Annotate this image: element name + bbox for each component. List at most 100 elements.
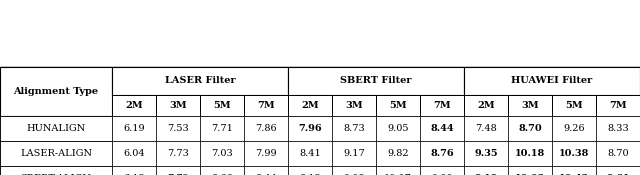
Text: LASER Filter: LASER Filter	[164, 76, 236, 85]
Bar	[244, 116, 288, 141]
Bar	[376, 166, 420, 175]
Bar	[420, 94, 464, 116]
Text: 7.99: 7.99	[255, 149, 277, 158]
Bar	[376, 116, 420, 141]
Text: 7.71: 7.71	[211, 124, 233, 132]
Bar	[464, 67, 640, 94]
Bar	[200, 116, 244, 141]
Bar	[288, 166, 332, 175]
Text: 8.33: 8.33	[607, 124, 629, 132]
Text: LASER-ALIGN: LASER-ALIGN	[20, 149, 92, 158]
Text: 9.05: 9.05	[387, 124, 409, 132]
Text: 10.38: 10.38	[559, 149, 589, 158]
Bar	[596, 94, 640, 116]
Text: 3M: 3M	[169, 100, 187, 110]
Bar	[508, 166, 552, 175]
Text: 10.18: 10.18	[515, 149, 545, 158]
Text: 8.70: 8.70	[518, 124, 542, 132]
Bar	[112, 166, 156, 175]
Bar	[112, 116, 156, 141]
Text: 7M: 7M	[433, 100, 451, 110]
Text: 7.73: 7.73	[167, 149, 189, 158]
Text: 9.00: 9.00	[431, 174, 452, 175]
Bar	[552, 116, 596, 141]
Text: 6.19: 6.19	[123, 124, 145, 132]
Bar	[552, 166, 596, 175]
Text: 3M: 3M	[345, 100, 363, 110]
Text: 3M: 3M	[521, 100, 539, 110]
Bar	[596, 116, 640, 141]
Bar	[288, 141, 332, 166]
Bar	[464, 141, 508, 166]
Bar	[420, 116, 464, 141]
Bar	[156, 116, 200, 141]
Text: 7.96: 7.96	[298, 124, 322, 132]
Bar	[156, 141, 200, 166]
Bar	[552, 141, 596, 166]
Text: 9.26: 9.26	[563, 124, 585, 132]
Bar	[156, 94, 200, 116]
Text: 8.76: 8.76	[430, 149, 454, 158]
Text: 9.35: 9.35	[474, 149, 498, 158]
Text: Alignment Type: Alignment Type	[13, 87, 99, 96]
Bar	[0, 141, 112, 166]
Bar	[200, 141, 244, 166]
Text: 8.13: 8.13	[299, 174, 321, 175]
Text: 9.19: 9.19	[474, 174, 498, 175]
Text: 8.66: 8.66	[211, 174, 233, 175]
Bar	[552, 94, 596, 116]
Text: 7.48: 7.48	[475, 124, 497, 132]
Bar	[112, 141, 156, 166]
Bar	[596, 166, 640, 175]
Text: 8.41: 8.41	[299, 149, 321, 158]
Text: HUNALIGN: HUNALIGN	[26, 124, 86, 132]
Bar	[288, 67, 464, 94]
Text: SBERT-ALIGN: SBERT-ALIGN	[20, 174, 92, 175]
Text: 5M: 5M	[213, 100, 231, 110]
Bar	[244, 94, 288, 116]
Text: 7M: 7M	[257, 100, 275, 110]
Text: 7.03: 7.03	[211, 149, 233, 158]
Text: 6.13: 6.13	[123, 174, 145, 175]
Bar	[0, 166, 112, 175]
Bar	[200, 166, 244, 175]
Bar	[376, 94, 420, 116]
Text: 6.04: 6.04	[123, 149, 145, 158]
Text: 2M: 2M	[301, 100, 319, 110]
Text: 7M: 7M	[609, 100, 627, 110]
Bar	[508, 94, 552, 116]
Bar	[288, 94, 332, 116]
Text: 5M: 5M	[565, 100, 583, 110]
Text: 9.61: 9.61	[606, 174, 630, 175]
Text: 9.17: 9.17	[343, 149, 365, 158]
Text: 7.86: 7.86	[255, 124, 277, 132]
Bar	[156, 166, 200, 175]
Text: 10.02: 10.02	[515, 174, 545, 175]
Text: 2M: 2M	[477, 100, 495, 110]
Text: 9.82: 9.82	[387, 149, 409, 158]
Bar	[420, 166, 464, 175]
Text: 10.43: 10.43	[559, 174, 589, 175]
Text: 9.08: 9.08	[343, 174, 365, 175]
Bar	[596, 141, 640, 166]
Bar	[244, 166, 288, 175]
Bar	[464, 166, 508, 175]
Bar	[0, 67, 112, 116]
Bar	[332, 94, 376, 116]
Text: 8.44: 8.44	[430, 124, 454, 132]
Bar	[112, 67, 288, 94]
Bar	[0, 67, 640, 175]
Text: 2M: 2M	[125, 100, 143, 110]
Bar	[288, 116, 332, 141]
Text: 8.70: 8.70	[607, 149, 629, 158]
Bar	[244, 141, 288, 166]
Text: 7.72: 7.72	[167, 174, 189, 175]
Bar	[332, 141, 376, 166]
Text: HUAWEI Filter: HUAWEI Filter	[511, 76, 593, 85]
Text: 8.73: 8.73	[343, 124, 365, 132]
Text: SBERT Filter: SBERT Filter	[340, 76, 412, 85]
Bar	[376, 141, 420, 166]
Bar	[464, 116, 508, 141]
Bar	[200, 94, 244, 116]
Bar	[508, 141, 552, 166]
